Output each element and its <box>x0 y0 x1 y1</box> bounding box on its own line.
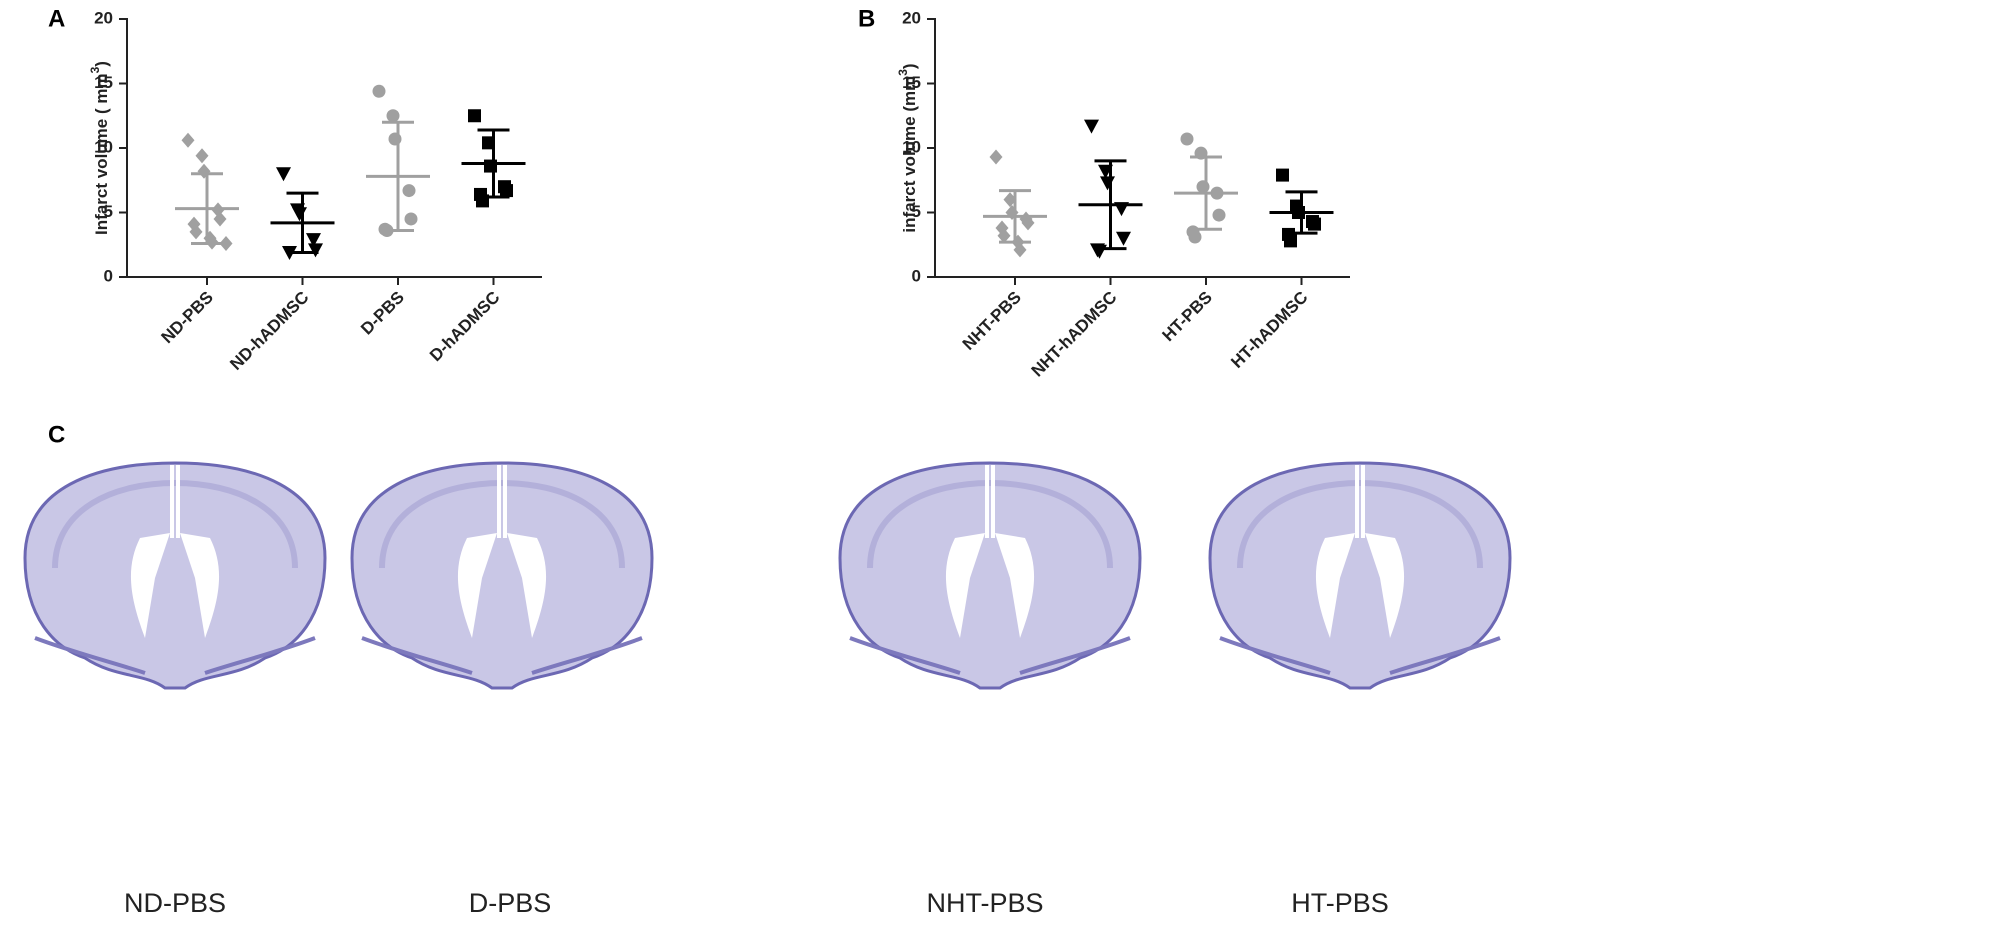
x-tick-label: NHT-hADMSC <box>1028 288 1121 381</box>
data-point <box>1013 242 1027 258</box>
data-point <box>380 224 394 238</box>
data-point <box>276 167 291 182</box>
y-axis-label-part: ) <box>92 61 111 67</box>
data-point <box>468 109 481 123</box>
data-point <box>1210 186 1224 200</box>
x-tick-label: D-PBS <box>357 288 408 339</box>
x-tick-label: NHT-PBS <box>959 288 1025 354</box>
data-point <box>1276 168 1289 182</box>
y-tick-label: 15 <box>94 73 113 92</box>
x-tick-label: HT-PBS <box>1158 288 1216 346</box>
y-axis-label-part: ) <box>900 63 919 69</box>
data-point <box>388 132 402 146</box>
panel-label: A <box>48 5 65 32</box>
data-point <box>1188 230 1202 244</box>
data-point <box>1284 234 1297 248</box>
panel-label: C <box>48 421 65 448</box>
data-point <box>1100 176 1115 191</box>
y-tick-label: 15 <box>902 73 921 92</box>
panel-c: C ND-PBS D-PBS NHT-PBS HT-PBS <box>25 421 1510 918</box>
data-point <box>1308 217 1321 231</box>
brain-section <box>25 463 325 688</box>
data-point <box>482 136 495 150</box>
data-point <box>500 184 513 198</box>
data-point <box>1098 164 1113 179</box>
y-axis-label: infarct volume (mm3) <box>896 63 919 232</box>
y-tick-label: 5 <box>912 202 921 221</box>
data-point <box>292 207 307 222</box>
data-point <box>308 243 323 258</box>
data-point <box>404 212 418 226</box>
data-point <box>1092 244 1107 259</box>
data-point <box>205 234 219 250</box>
data-point <box>989 149 1003 165</box>
y-axis-label-part: infarct volume (mm <box>900 76 919 233</box>
x-tick-label: D-hADMSC <box>426 288 504 366</box>
y-tick-label: 5 <box>104 202 113 221</box>
image-label: ND-PBS <box>124 888 226 918</box>
x-tick-label: ND-PBS <box>157 288 217 348</box>
y-tick-label: 0 <box>104 266 113 285</box>
image-label: D-PBS <box>469 888 552 918</box>
data-point <box>282 245 297 260</box>
y-tick-label: 10 <box>94 137 113 156</box>
data-point <box>372 84 386 98</box>
data-point <box>386 109 400 123</box>
data-point <box>189 224 203 240</box>
image-label: HT-PBS <box>1291 888 1389 918</box>
data-point <box>1180 132 1194 146</box>
y-axis-label-part: Infarct volume ( mm <box>92 73 111 235</box>
data-point <box>1212 208 1226 222</box>
data-point <box>1194 146 1208 160</box>
data-point <box>1021 215 1035 231</box>
panel-label: B <box>858 5 875 32</box>
data-point <box>1116 231 1131 246</box>
y-axis-label-part: 3 <box>896 69 910 76</box>
y-axis-label: Infarct volume ( mm3) <box>88 61 111 235</box>
chart: A Infarct volume ( mm3) 0 5 10 15 20 ND-PBS ND-h… <box>48 5 542 374</box>
data-point <box>1114 202 1129 217</box>
brain-section <box>352 463 652 688</box>
y-tick-label: 10 <box>902 137 921 156</box>
data-point <box>1003 192 1017 208</box>
data-point <box>1196 180 1210 194</box>
data-point <box>402 184 416 198</box>
y-tick-label: 20 <box>902 8 921 27</box>
brain-section <box>840 463 1140 688</box>
x-tick-label: ND-hADMSC <box>226 288 312 374</box>
data-point <box>1084 119 1099 134</box>
y-axis-label-part: 3 <box>88 66 102 73</box>
data-point <box>1292 206 1305 219</box>
data-point <box>219 235 233 251</box>
data-point <box>484 159 497 173</box>
y-tick-label: 20 <box>94 8 113 27</box>
x-tick-label: HT-hADMSC <box>1227 288 1311 372</box>
data-point <box>306 233 321 248</box>
brain-section <box>1210 463 1510 688</box>
data-point <box>181 132 195 148</box>
data-point <box>476 194 489 208</box>
y-tick-label: 0 <box>912 266 921 285</box>
data-point <box>195 148 209 164</box>
image-label: NHT-PBS <box>926 888 1043 918</box>
data-point <box>213 211 227 227</box>
data-point <box>1005 205 1019 220</box>
data-point <box>997 228 1011 244</box>
data-point <box>197 163 211 179</box>
